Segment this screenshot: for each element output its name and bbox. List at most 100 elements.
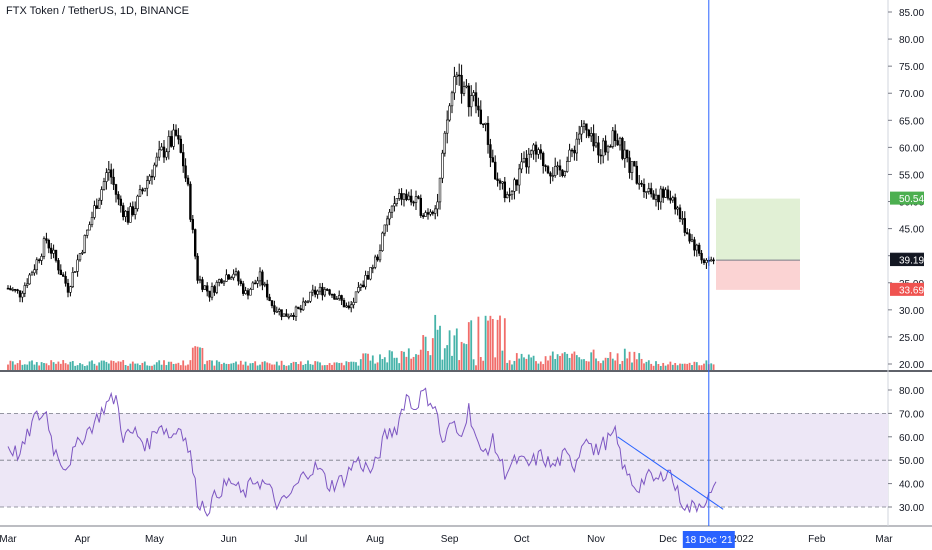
rsi-tick-label: 50.00 xyxy=(899,456,924,467)
candle-body xyxy=(14,289,17,291)
volume-bar xyxy=(220,364,223,370)
candle-body xyxy=(597,142,600,156)
candle-body xyxy=(297,306,300,309)
volume-bar xyxy=(671,364,674,370)
candle-body xyxy=(604,140,607,153)
rsi-tick-label: 60.00 xyxy=(899,433,924,444)
candle-body xyxy=(306,300,310,303)
volume-bar xyxy=(407,348,410,370)
volume-bar xyxy=(631,362,633,370)
candle-body xyxy=(633,161,636,167)
volume-bar xyxy=(496,319,499,370)
volume-bar xyxy=(127,365,129,370)
candle-body xyxy=(457,74,461,77)
volume-bar xyxy=(379,354,381,370)
time-tick-label: Feb xyxy=(808,534,826,545)
candle-body xyxy=(234,271,238,275)
chart-title: FTX Token / TetherUS, 1D, BINANCE xyxy=(6,5,189,17)
volume-bar xyxy=(194,346,197,370)
volume-bar xyxy=(539,361,542,370)
volume-bar xyxy=(381,359,384,370)
rsi-tick-label: 80.00 xyxy=(899,386,924,397)
candle-body xyxy=(705,259,708,263)
candle-body xyxy=(659,188,663,203)
candle-body xyxy=(254,282,257,285)
candle-body xyxy=(289,314,293,317)
candle-body xyxy=(587,129,591,137)
candle-body xyxy=(657,194,660,203)
candle-body xyxy=(321,286,324,296)
volume-bar xyxy=(484,315,487,370)
volume-bar xyxy=(412,356,415,370)
target-zone xyxy=(716,198,800,261)
candle-body xyxy=(661,188,665,198)
candle-body xyxy=(81,252,84,254)
price-tag xyxy=(890,191,924,205)
volume-bar xyxy=(309,364,312,370)
volume-bar xyxy=(64,363,67,370)
candle-body xyxy=(167,136,170,153)
candle-body xyxy=(666,189,670,199)
candle-body xyxy=(469,95,473,108)
candle-body xyxy=(146,180,149,189)
volume-bar xyxy=(669,361,672,370)
volume-bar xyxy=(225,363,228,370)
volume-bar xyxy=(57,361,60,370)
candle-body xyxy=(541,152,545,167)
volume-bar xyxy=(645,361,648,370)
volume-bar xyxy=(494,357,497,370)
volume-bar xyxy=(69,361,72,370)
volume-bar xyxy=(703,363,705,370)
time-tick-label: Nov xyxy=(587,534,605,545)
candle-body xyxy=(407,195,410,200)
candle-body xyxy=(573,149,576,154)
candle-body xyxy=(182,152,185,167)
candle-body xyxy=(170,136,173,147)
volume-bar xyxy=(659,365,662,370)
candle-body xyxy=(220,279,223,284)
volume-bar xyxy=(280,360,283,370)
volume-bar xyxy=(460,341,463,370)
candle-body xyxy=(537,149,540,155)
volume-bar xyxy=(302,364,305,370)
candle-body xyxy=(585,123,588,131)
volume-bar xyxy=(139,365,141,370)
volume-bar xyxy=(206,360,209,370)
volume-bar xyxy=(227,364,230,370)
candle-body xyxy=(64,276,67,284)
volume-bar xyxy=(261,361,264,370)
volume-bar xyxy=(268,363,271,370)
candle-body xyxy=(436,201,439,210)
volume-bar xyxy=(489,315,492,370)
volume-bar xyxy=(117,361,120,370)
volume-bar xyxy=(458,360,461,370)
candle-body xyxy=(237,271,240,282)
candle-body xyxy=(383,224,386,234)
volume-bars xyxy=(7,314,715,370)
candle-body xyxy=(275,311,278,313)
volume-bar xyxy=(16,363,19,370)
rsi-trendline xyxy=(617,436,724,510)
candle-body xyxy=(309,291,312,302)
candle-body xyxy=(122,205,125,218)
price-tick-label: 85.00 xyxy=(899,8,924,19)
candle-body xyxy=(508,194,511,196)
candle-body xyxy=(93,205,96,218)
volume-bar xyxy=(664,365,667,370)
candle-body xyxy=(580,126,583,135)
candle-body xyxy=(138,189,142,197)
candle-body xyxy=(316,290,319,295)
candle-body xyxy=(304,301,307,303)
volume-bar xyxy=(266,362,269,370)
volume-bar xyxy=(43,363,45,370)
volume-bar xyxy=(568,357,571,370)
candle-body xyxy=(40,256,43,261)
candle-body xyxy=(577,133,581,140)
candle-body xyxy=(640,182,643,185)
candle-body xyxy=(292,314,295,317)
volume-bar xyxy=(374,363,377,370)
volume-bar xyxy=(652,365,655,370)
candle-body xyxy=(472,92,475,96)
volume-bar xyxy=(532,355,535,370)
